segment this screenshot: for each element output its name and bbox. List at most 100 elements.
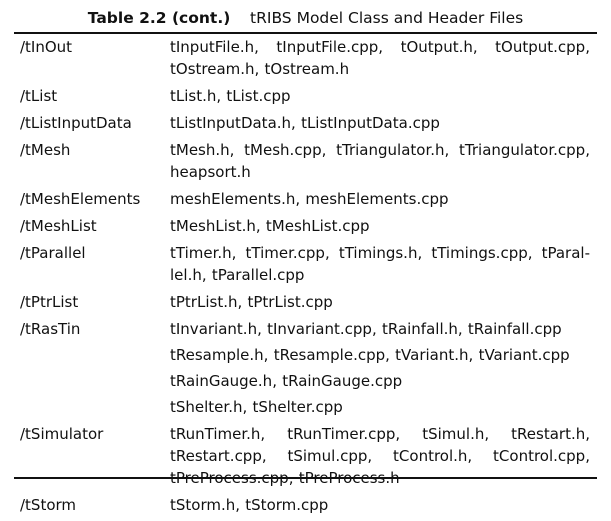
table-caption: Table 2.2 (cont.) tRIBS Model Class and …: [0, 8, 611, 28]
file-name: tRainfall.cpp: [467, 320, 562, 338]
file-line: tMeshList.h, tMeshList.cpp: [170, 215, 590, 237]
directory-name: /tMeshList: [20, 217, 97, 235]
top-rule: [14, 32, 597, 34]
bottom-rule: [14, 477, 597, 479]
files-table: /tInOut tInputFile.h, tInputFile.cpp, tOutp…: [14, 36, 597, 521]
file-name: tResample.h,: [170, 346, 269, 364]
caption-label: Table 2.2 (cont.): [87, 9, 231, 27]
directory-name: /tRasTin: [20, 320, 81, 338]
file-name: tMeshList.h,: [170, 217, 261, 235]
directory-name: /tListInputData: [20, 114, 132, 132]
file-line: tOstream.h, tOstream.h: [170, 58, 590, 80]
file-name: tTimings.cpp,: [431, 244, 533, 262]
file-list: tInvariant.h, tInvariant.cpp, tRainfall.h,…: [170, 318, 590, 418]
file-name: tInputFile.cpp,: [276, 38, 384, 56]
file-name: tRestart.cpp,: [170, 447, 267, 465]
file-name: tStorm.h,: [170, 496, 241, 514]
file-name: tPtrList.h,: [170, 293, 243, 311]
file-name: lel.h,: [170, 266, 207, 284]
table-row: /tListInputData tListInputData.h, tListInp…: [14, 112, 597, 139]
file-line: tPtrList.h, tPtrList.cpp: [170, 291, 590, 313]
file-name: tListInputData.h,: [170, 114, 296, 132]
file-name: tInvariant.cpp,: [267, 320, 377, 338]
file-name: tTimings.h,: [338, 244, 423, 262]
directory-name: /tInOut: [20, 38, 73, 56]
file-line: tRunTimer.h, tRunTimer.cpp, tSimul.h, tRest…: [170, 423, 590, 445]
file-name: meshElements.cpp: [305, 190, 449, 208]
file-name: tRainGauge.cpp: [282, 372, 403, 390]
directory-name: /tParallel: [20, 244, 86, 262]
table-row: /tMeshElements meshElements.h, meshElement…: [14, 188, 597, 215]
file-list: tInputFile.h, tInputFile.cpp, tOutput.h, tO…: [170, 36, 590, 80]
file-name: tShelter.h,: [170, 398, 248, 416]
file-name: tStorm.cpp: [245, 496, 329, 514]
file-name: tTimer.h,: [170, 244, 237, 262]
file-name: tRunTimer.cpp,: [287, 425, 401, 443]
file-name: tList.h,: [170, 87, 222, 105]
table-row: /tMesh tMesh.h, tMesh.cpp, tTriangulator.h,…: [14, 139, 597, 188]
file-name: tMesh.cpp,: [244, 141, 327, 159]
directory-name: /tPtrList: [20, 293, 79, 311]
file-list: meshElements.h, meshElements.cpp: [170, 188, 590, 210]
file-line: tListInputData.h, tListInputData.cpp: [170, 112, 590, 134]
file-name: tPtrList.cpp: [247, 293, 333, 311]
file-name: tResample.cpp,: [273, 346, 390, 364]
file-line: tMesh.h, tMesh.cpp, tTriangulator.h, tTrian…: [170, 139, 590, 161]
table-row: /tRasTin tInvariant.h, tInvariant.cpp, tRai…: [14, 318, 597, 423]
table-row: /tPtrList tPtrList.h, tPtrList.cpp: [14, 291, 597, 318]
file-line: tResample.h, tResample.cpp, tVariant.h, tVa…: [170, 344, 590, 366]
file-name: tParal-: [541, 244, 590, 262]
file-line: tRestart.cpp, tSimul.cpp, tControl.h, tCont…: [170, 445, 590, 467]
directory-name: /tMesh: [20, 141, 71, 159]
file-list: tStorm.h, tStorm.cpp: [170, 494, 590, 516]
table-row: /tList tList.h, tList.cpp: [14, 85, 597, 112]
file-line: heapsort.h: [170, 161, 590, 183]
file-name: tTimer.cpp,: [245, 244, 330, 262]
file-line: lel.h, tParallel.cpp: [170, 264, 590, 286]
file-name: tRainfall.h,: [381, 320, 463, 338]
table-row: /tInOut tInputFile.h, tInputFile.cpp, tOutp…: [14, 36, 597, 85]
file-line: tInvariant.h, tInvariant.cpp, tRainfall.h,…: [170, 318, 590, 340]
file-line: tRainGauge.h, tRainGauge.cpp: [170, 370, 590, 392]
file-line: tShelter.h, tShelter.cpp: [170, 396, 590, 418]
table-row: /tParallel tTimer.h, tTimer.cpp, tTimings.h…: [14, 242, 597, 291]
directory-name: /tList: [20, 87, 58, 105]
file-name: tSimul.cpp,: [287, 447, 373, 465]
file-name: tControl.h,: [393, 447, 473, 465]
table-row: /tSimulator tRunTimer.h, tRunTimer.cpp, tSi…: [14, 423, 597, 494]
file-name: tOstream.h: [264, 60, 350, 78]
file-name: tRainGauge.h,: [170, 372, 277, 390]
file-name: tMesh.h,: [170, 141, 235, 159]
file-line: meshElements.h, meshElements.cpp: [170, 188, 590, 210]
file-list: tMeshList.h, tMeshList.cpp: [170, 215, 590, 237]
file-name: tSimul.h,: [422, 425, 490, 443]
file-name: tMeshList.cpp: [265, 217, 370, 235]
file-list: tRunTimer.h, tRunTimer.cpp, tSimul.h, tRest…: [170, 423, 590, 489]
document-page: Table 2.2 (cont.) tRIBS Model Class and …: [0, 8, 611, 514]
directory-name: /tMeshElements: [20, 190, 141, 208]
file-name: tParallel.cpp: [211, 266, 305, 284]
file-list: tPtrList.h, tPtrList.cpp: [170, 291, 590, 313]
file-name: tInvariant.h,: [170, 320, 262, 338]
file-list: tMesh.h, tMesh.cpp, tTriangulator.h, tTrian…: [170, 139, 590, 183]
file-name: tOstream.h,: [170, 60, 260, 78]
file-name: tRunTimer.h,: [170, 425, 266, 443]
file-list: tTimer.h, tTimer.cpp, tTimings.h, tTimings.…: [170, 242, 590, 286]
file-name: tTriangulator.cpp,: [459, 141, 590, 159]
file-name: meshElements.h,: [170, 190, 301, 208]
directory-name: /tSimulator: [20, 425, 104, 443]
file-name: tRestart.h,: [511, 425, 590, 443]
file-name: tInputFile.h,: [170, 38, 259, 56]
file-name: tOutput.h,: [400, 38, 478, 56]
file-name: tOutput.cpp,: [495, 38, 590, 56]
file-name: tControl.cpp,: [493, 447, 590, 465]
table-row: /tMeshList tMeshList.h, tMeshList.cpp: [14, 215, 597, 242]
file-name: tListInputData.cpp: [301, 114, 440, 132]
file-list: tList.h, tList.cpp: [170, 85, 590, 107]
file-name: tShelter.cpp: [252, 398, 343, 416]
file-line: tTimer.h, tTimer.cpp, tTimings.h, tTimings.…: [170, 242, 590, 264]
file-name: tTriangulator.h,: [336, 141, 450, 159]
directory-name: /tStorm: [20, 496, 77, 514]
file-name: tVariant.h,: [395, 346, 474, 364]
caption-title: tRIBS Model Class and Header Files: [250, 9, 524, 27]
